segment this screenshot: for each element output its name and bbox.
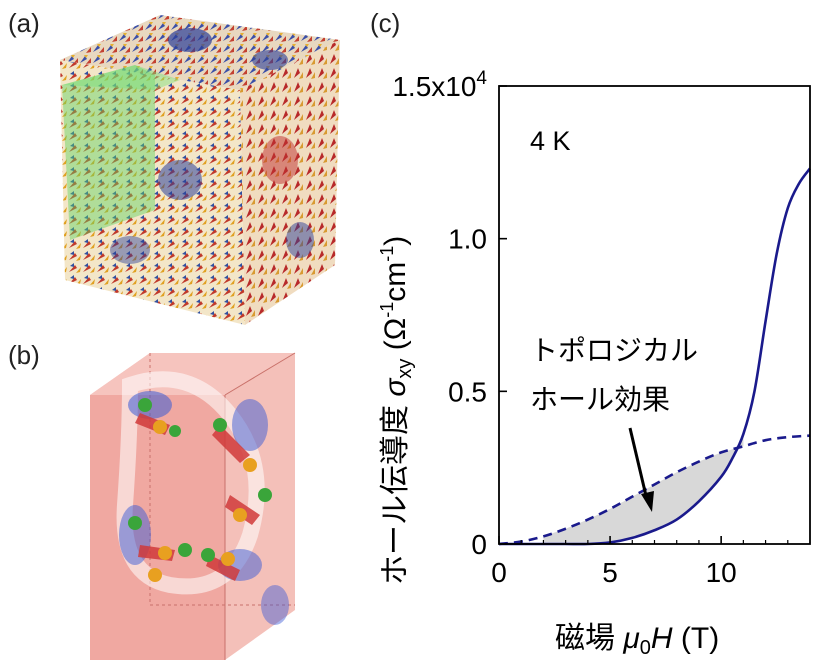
x-axis-label: 磁場 μ0H (T) (555, 622, 719, 659)
panel-label-b: (b) (8, 340, 40, 370)
x-tick-label: 0 (491, 557, 507, 588)
x-tick-label: 10 (706, 557, 737, 588)
y-tick-label: 1.0 (448, 224, 487, 255)
shaded-region (543, 434, 744, 544)
hedgehog-structure-image (90, 352, 296, 660)
annotation-line-1: トポロジカル (530, 335, 698, 366)
y-tick-label: 1.5x104 (392, 68, 487, 102)
panel-label-c: (c) (370, 8, 401, 38)
series-line-dashed (498, 434, 811, 546)
annotation-line-2: ホール効果 (530, 384, 670, 415)
y-tick-label: 0.5 (448, 376, 487, 407)
panel-label-a: (a) (8, 8, 40, 38)
y-tick-label: 0 (471, 529, 487, 560)
spin-texture-cube-image (60, 15, 340, 325)
x-tick-label: 5 (602, 557, 618, 588)
y-axis-label: ホール伝導度 σxy (Ω-1cm-1) (377, 236, 416, 585)
annotation-arrow (628, 427, 654, 512)
temperature-label: 4 K (530, 126, 571, 156)
